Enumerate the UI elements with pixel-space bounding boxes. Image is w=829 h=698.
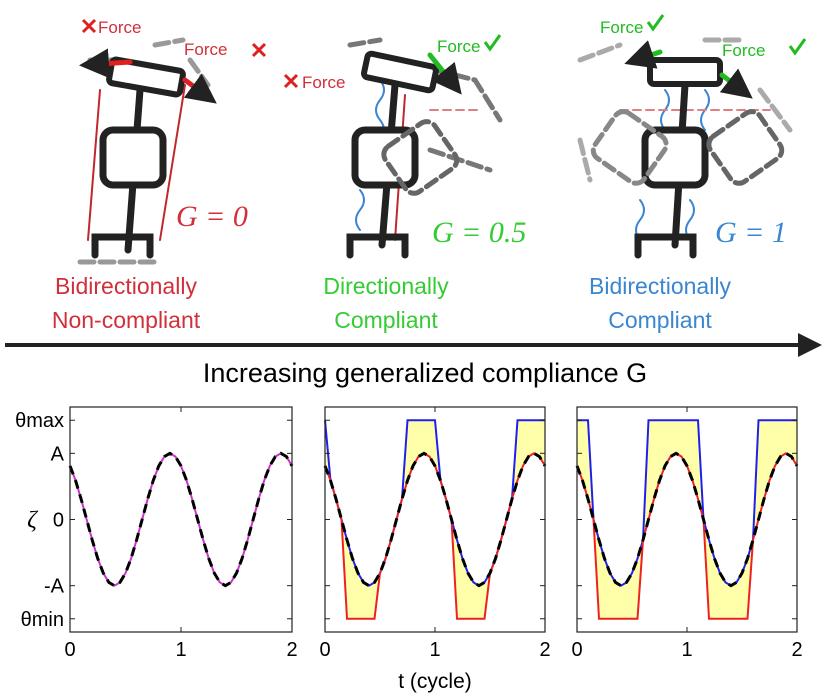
x-tick-label: 2 <box>791 639 802 661</box>
cross-icon <box>283 73 299 89</box>
caption: Bidirectionally <box>589 273 731 299</box>
plot-frame <box>69 406 293 633</box>
caption: Compliant <box>334 307 438 333</box>
cross-icon <box>81 18 97 34</box>
x-tick-label: 2 <box>286 639 297 661</box>
series-line <box>68 451 294 588</box>
check-icon <box>788 38 807 56</box>
series-line <box>575 451 799 588</box>
y-tick-label: θmax <box>15 410 64 432</box>
y-tick-label: A <box>51 443 65 465</box>
x-tick-label: 1 <box>681 639 692 661</box>
force-label: Force <box>600 18 643 37</box>
force-label: Force <box>98 18 141 37</box>
caption: Compliant <box>608 307 712 333</box>
robot-drawing <box>346 37 503 259</box>
g-label: G = 0 <box>176 200 248 233</box>
x-tick-label: 2 <box>539 639 550 661</box>
force-label: Force <box>184 40 227 59</box>
x-axis-label: t (cycle) <box>398 670 472 693</box>
arrow-head <box>798 333 822 357</box>
series-line <box>69 452 293 587</box>
x-tick-label: 1 <box>175 639 186 661</box>
check-icon <box>646 14 665 32</box>
arrow-label: Increasing generalized compliance G <box>203 358 647 388</box>
cross-icon <box>251 42 267 58</box>
y-tick-label: -A <box>44 576 65 598</box>
y-tick-label: 0 <box>53 510 64 532</box>
series-line <box>577 419 797 587</box>
x-tick-label: 1 <box>429 639 440 661</box>
robot-drawing <box>577 37 793 259</box>
robot-drawing <box>77 37 217 265</box>
x-tick-label: 0 <box>64 639 75 661</box>
caption: Directionally <box>323 273 449 299</box>
force-label: Force <box>437 37 480 56</box>
fill-band <box>325 420 545 619</box>
g-label: G = 0.5 <box>432 216 526 249</box>
fill-band <box>577 420 797 619</box>
x-tick-label: 0 <box>319 639 330 661</box>
caption: Non-compliant <box>52 307 201 333</box>
series-line <box>323 451 547 588</box>
force-label: Force <box>722 41 765 60</box>
x-tick-label: 0 <box>571 639 582 661</box>
g-label: G = 1 <box>715 216 787 249</box>
check-icon <box>483 34 502 52</box>
force-label: Force <box>302 73 345 92</box>
y-axis-label: ζ <box>27 508 39 534</box>
y-tick-label: θmin <box>21 609 64 631</box>
caption: Bidirectionally <box>55 273 197 299</box>
